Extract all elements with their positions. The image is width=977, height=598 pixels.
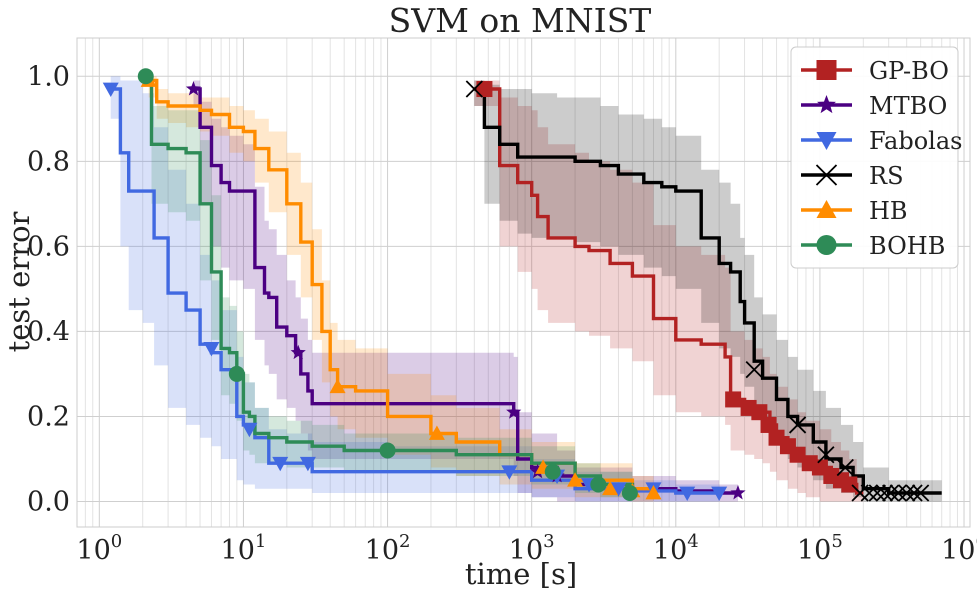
rs-marker bbox=[836, 458, 854, 477]
y-tick-label: 0.6 bbox=[27, 231, 70, 262]
bohb-marker bbox=[228, 365, 245, 382]
x-tick-label: 100 bbox=[76, 531, 122, 566]
hb-marker bbox=[645, 484, 662, 500]
x-axis-label: time [s] bbox=[465, 557, 577, 591]
mtbo-marker bbox=[730, 485, 746, 500]
gp-bo-marker bbox=[751, 404, 768, 421]
legend-label-gp-bo: GP-BO bbox=[869, 57, 949, 85]
x-tick-labels: 100 101 102 103 104 105 106 bbox=[76, 531, 977, 566]
x-tick-label: 103 bbox=[509, 531, 555, 566]
rs-marker bbox=[860, 484, 878, 502]
rs-marker bbox=[905, 484, 923, 502]
gp-bo-marker bbox=[760, 416, 777, 433]
y-tick-label: 0.4 bbox=[27, 316, 70, 347]
legend-marker-hb bbox=[816, 200, 837, 218]
y-tick-label: 0.8 bbox=[27, 146, 70, 177]
confidence-bands bbox=[110, 76, 942, 502]
rs-marker bbox=[898, 484, 916, 502]
rs-marker bbox=[882, 484, 900, 502]
rs-marker bbox=[465, 80, 483, 98]
rs-marker bbox=[788, 416, 807, 434]
legend: GP-BO MTBO Fabolas RS HB BOHB bbox=[790, 46, 962, 269]
mtbo-band bbox=[193, 80, 738, 502]
legend-label-fabolas: Fabolas bbox=[869, 127, 962, 155]
hb-marker bbox=[428, 425, 445, 440]
chart-title: SVM on MNIST bbox=[389, 1, 652, 40]
x-tick-label: 101 bbox=[221, 531, 267, 566]
x-tick-label: 106 bbox=[941, 531, 977, 566]
fabolas-marker bbox=[711, 486, 728, 501]
legend-label-mtbo: MTBO bbox=[869, 92, 947, 120]
legend-label-hb: HB bbox=[869, 197, 908, 225]
hb-marker bbox=[329, 378, 346, 394]
mtbo-marker bbox=[185, 81, 202, 96]
hb-band bbox=[148, 76, 654, 502]
rs-marker bbox=[912, 484, 930, 502]
plot-frame bbox=[76, 37, 971, 528]
bohb-band bbox=[145, 76, 633, 502]
fabolas-marker bbox=[241, 422, 258, 438]
series-markers bbox=[102, 68, 930, 502]
gp-bo-marker bbox=[841, 476, 858, 493]
fabolas-marker bbox=[610, 482, 627, 497]
fabolas-marker bbox=[203, 342, 220, 357]
fabolas-marker bbox=[272, 456, 289, 472]
legend-marker-bohb bbox=[816, 235, 837, 255]
gp-bo-marker bbox=[725, 391, 742, 408]
fabolas-marker bbox=[501, 465, 518, 480]
mtbo-marker bbox=[506, 404, 522, 419]
rs-marker bbox=[875, 484, 893, 502]
x-tick-label: 105 bbox=[797, 531, 843, 566]
bohb-marker bbox=[379, 442, 396, 459]
gp-bo-band bbox=[474, 80, 864, 502]
x-tick-label: 102 bbox=[365, 531, 411, 566]
mtbo-marker bbox=[290, 344, 306, 360]
legend-label-bohb: BOHB bbox=[869, 232, 945, 260]
rs-marker bbox=[745, 361, 763, 379]
bohb-marker bbox=[590, 476, 607, 493]
bohb-marker bbox=[137, 68, 154, 85]
y-axis-label: test error bbox=[2, 211, 36, 352]
legend-marker-fabolas bbox=[816, 132, 837, 150]
y-tick-labels: 0.0 0.2 0.4 0.6 0.8 1.0 bbox=[27, 61, 70, 517]
y-tick-label: 0.2 bbox=[27, 401, 70, 432]
rs-marker bbox=[851, 484, 869, 502]
legend-marker-mtbo bbox=[817, 95, 836, 114]
rs-marker bbox=[817, 446, 835, 464]
y-tick-label: 0.0 bbox=[27, 486, 70, 517]
bohb-line bbox=[145, 74, 635, 493]
legend-marker-rs bbox=[815, 164, 838, 186]
hb-marker bbox=[602, 480, 619, 496]
x-tick-label: 104 bbox=[653, 531, 699, 566]
fabolas-marker bbox=[679, 486, 696, 501]
gp-bo-marker bbox=[476, 81, 493, 98]
rs-marker bbox=[868, 484, 886, 502]
y-tick-label: 1.0 bbox=[27, 61, 70, 92]
legend-label-rs: RS bbox=[869, 162, 904, 190]
gp-bo-marker bbox=[789, 446, 806, 463]
fabolas-marker bbox=[299, 456, 316, 472]
legend-marker-gp-bo bbox=[816, 60, 837, 80]
bohb-marker bbox=[544, 463, 561, 480]
fabolas-marker bbox=[102, 82, 119, 98]
rs-marker bbox=[889, 484, 907, 502]
rs-band bbox=[474, 80, 942, 502]
hb-marker bbox=[567, 472, 584, 487]
bohb-marker bbox=[621, 484, 638, 501]
rs-line bbox=[474, 87, 942, 495]
